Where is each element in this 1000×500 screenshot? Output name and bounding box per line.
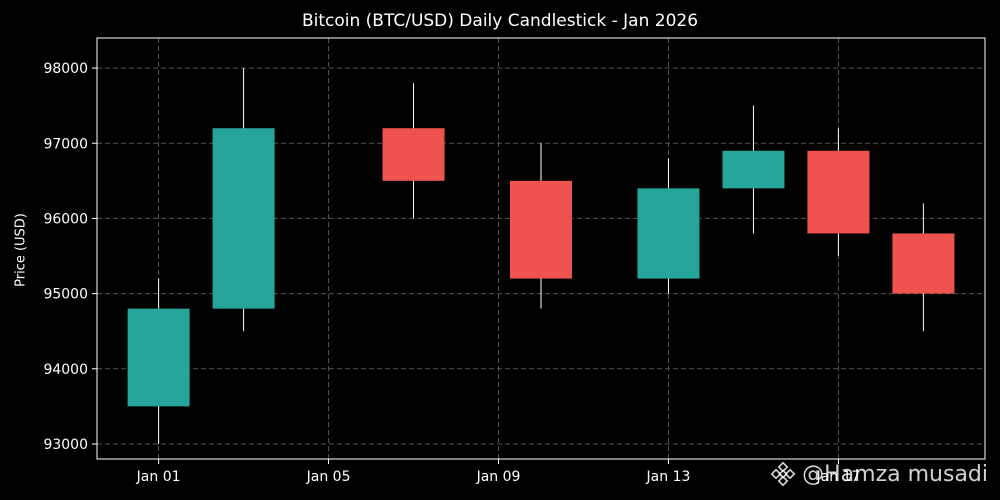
plot-frame [96, 37, 986, 460]
candle [382, 83, 445, 219]
candle [510, 143, 572, 309]
y-tick-label: 96000 [43, 211, 88, 227]
candle [637, 158, 700, 294]
candle-body-down [807, 150, 870, 234]
candle [807, 128, 870, 257]
binance-logo-icon [770, 461, 796, 487]
candle [212, 68, 275, 332]
candle [722, 105, 785, 234]
y-tick-label: 97000 [43, 136, 88, 152]
watermark-text: @Hamza musadi [802, 461, 988, 487]
candle-body-up [637, 188, 700, 279]
x-tick-label: Jan 01 [136, 469, 181, 485]
x-tick-label: Jan 13 [646, 469, 691, 485]
candle [892, 203, 955, 332]
candle [127, 278, 190, 444]
y-tick-label: 95000 [43, 287, 88, 303]
candle-body-down [382, 128, 445, 181]
y-tick-label: 98000 [43, 61, 88, 77]
candle-body-up [212, 128, 275, 309]
candle-body-down [892, 233, 955, 294]
y-axis-label: Price (USD) [13, 213, 29, 287]
candles [127, 68, 955, 444]
axes: 93000 94000 95000 96000 97000 98000 Jan 01 Jan … [43, 61, 860, 485]
x-tick-label: Jan 05 [306, 469, 351, 485]
candle-body-down [510, 180, 572, 279]
y-tick-label: 93000 [43, 437, 88, 453]
watermark: @Hamza musadi [770, 458, 988, 490]
chart-title: Bitcoin (BTC/USD) Daily Candlestick - Ja… [301, 11, 699, 31]
x-tick-label: Jan 17 [815, 469, 860, 485]
candle-body-up [722, 150, 785, 189]
y-tick-label: 94000 [43, 362, 88, 378]
x-tick-label: Jan 09 [476, 469, 521, 485]
candle-body-up [127, 308, 190, 407]
